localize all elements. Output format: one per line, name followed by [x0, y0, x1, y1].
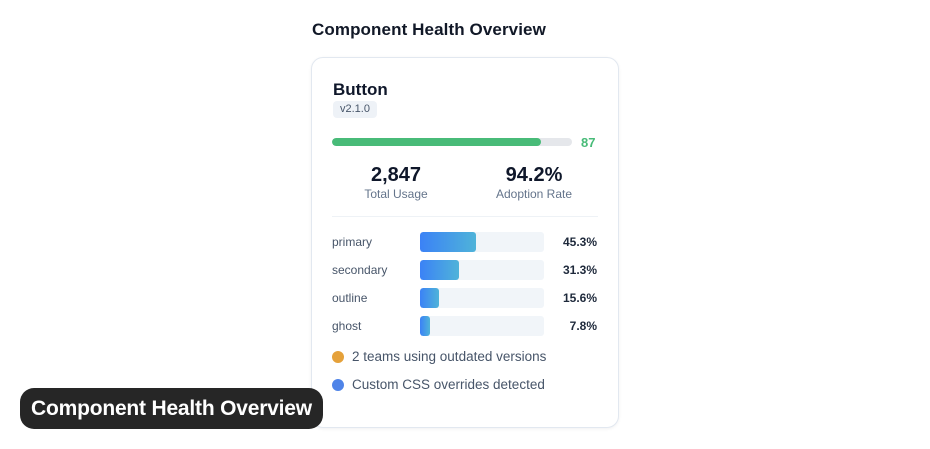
adoption-rate-value: 94.2% — [505, 164, 563, 186]
total-usage-value: 2,847 — [370, 164, 422, 186]
variant-bar-fill — [420, 260, 459, 280]
variant-percent: 31.3% — [562, 263, 597, 277]
variant-row: ghost 7.8% — [332, 316, 600, 336]
component-name: Button — [333, 80, 388, 99]
adoption-rate-label: Adoption Rate — [495, 187, 573, 201]
version-badge: v2.1.0 — [333, 101, 377, 118]
alert-item: Custom CSS overrides detected — [332, 375, 546, 395]
variant-name: secondary — [332, 263, 388, 277]
alert-text: 2 teams using outdated versions — [352, 349, 547, 364]
variant-bar-fill — [420, 288, 440, 308]
alerts-list: 2 teams using outdated versions Custom C… — [332, 347, 546, 403]
alert-item: 2 teams using outdated versions — [332, 347, 546, 367]
variant-bar — [420, 260, 544, 280]
variant-name: ghost — [332, 319, 362, 333]
variant-bar-fill — [420, 232, 477, 252]
variant-percent: 15.6% — [562, 291, 597, 305]
component-health-card: Button v2.1.0 87 2,847 Total Usage 94.2%… — [311, 57, 619, 428]
variant-usage-list: primary 45.3% secondary 31.3% outline 15… — [332, 232, 600, 344]
variant-name: primary — [332, 235, 373, 249]
total-usage-stat: 2,847 Total Usage — [331, 163, 461, 201]
health-score-bar — [332, 138, 572, 146]
warning-dot-icon — [332, 351, 344, 363]
health-score-value: 87 — [581, 135, 596, 150]
variant-row: primary 45.3% — [332, 232, 600, 252]
variant-name: outline — [332, 291, 368, 305]
alert-text: Custom CSS overrides detected — [352, 377, 545, 392]
variant-percent: 45.3% — [562, 235, 597, 249]
variant-row: secondary 31.3% — [332, 260, 600, 280]
divider — [332, 216, 598, 217]
variant-row: outline 15.6% — [332, 288, 600, 308]
section-title: Component Health Overview — [312, 20, 546, 39]
health-score-fill — [332, 138, 541, 146]
caption-label: Component Health Overview — [20, 388, 323, 429]
total-usage-label: Total Usage — [364, 187, 428, 201]
variant-bar — [420, 232, 544, 252]
adoption-rate-stat: 94.2% Adoption Rate — [469, 163, 599, 201]
info-dot-icon — [332, 379, 344, 391]
variant-bar-fill — [420, 316, 430, 336]
variant-percent: 7.8% — [569, 319, 597, 333]
variant-bar — [420, 288, 544, 308]
variant-bar — [420, 316, 544, 336]
